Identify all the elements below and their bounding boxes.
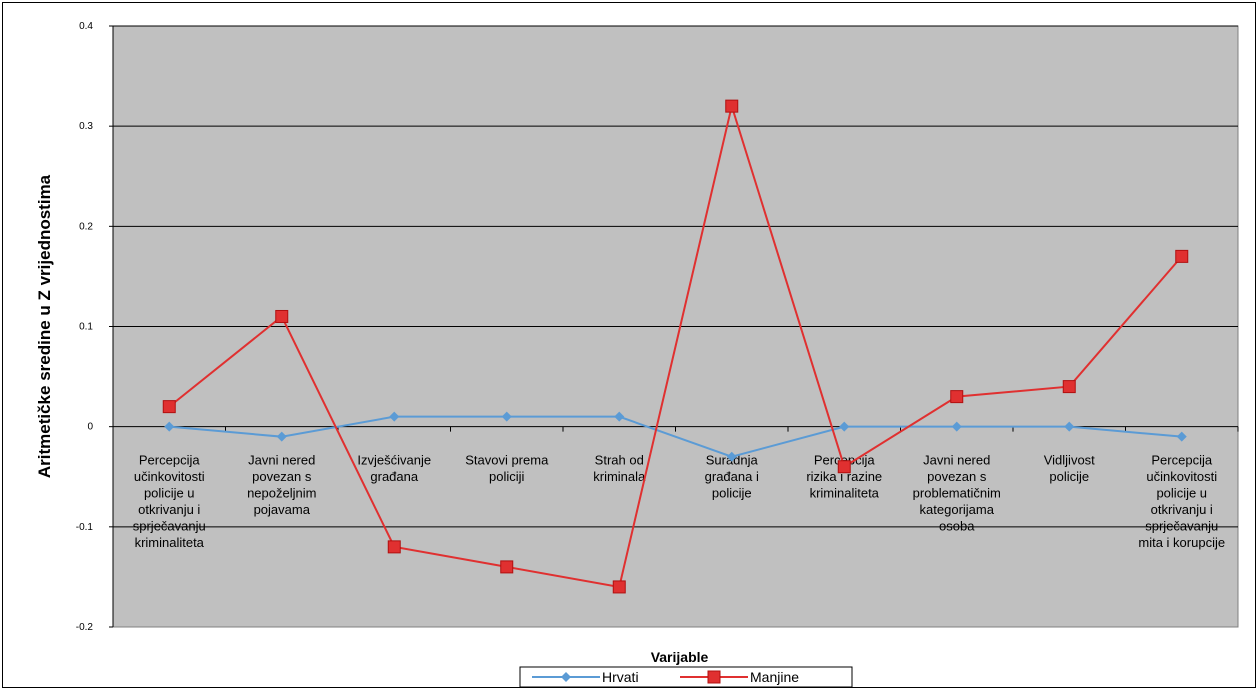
data-point-manjine	[1175, 249, 1189, 263]
y-tick-label: 0	[87, 422, 93, 433]
y-tick-label: -0.2	[76, 622, 94, 633]
y-tick-label: 0.4	[79, 21, 93, 32]
data-point-hrvati	[389, 411, 400, 422]
x-axis-title: Varijable	[651, 649, 709, 665]
x-category-label: Vidljivost policije	[1044, 453, 1095, 485]
series-line-manjine	[168, 102, 1183, 589]
series-line-hrvati	[169, 415, 1182, 458]
y-tick-label: 0.2	[79, 221, 93, 232]
data-point-hrvati	[839, 421, 850, 432]
series-lines	[168, 102, 1183, 589]
data-point-hrvati	[501, 411, 512, 422]
series-markers	[162, 99, 1189, 594]
x-category-label: Percepcija učinkovitosti policije u otkriva…	[1138, 453, 1225, 550]
data-point-manjine	[837, 460, 851, 474]
x-category-label: Javni nered povezan s nepoželjnim pojavama	[247, 453, 316, 517]
data-point-manjine	[612, 580, 626, 594]
y-tick-label: 0.1	[79, 322, 93, 333]
data-point-manjine	[1062, 380, 1076, 394]
y-tick-label: -0.1	[76, 522, 94, 533]
legend: Hrvati Manjine	[519, 666, 853, 688]
legend-marker	[707, 670, 721, 684]
x-category-label: Percepcija učinkovitosti policije u otkriva…	[133, 453, 206, 550]
data-point-manjine	[950, 390, 964, 404]
data-point-hrvati	[1064, 421, 1075, 432]
x-category-label: Strah od kriminala	[593, 453, 646, 485]
data-point-hrvati	[164, 421, 175, 432]
legend-marker	[561, 672, 571, 682]
data-point-hrvati	[614, 411, 625, 422]
data-point-hrvati	[951, 421, 962, 432]
x-category-label: Javni nered povezan s problematičnim katego…	[913, 453, 1001, 534]
x-category-label: Percepcija rizika i razine kriminaliteta	[806, 453, 882, 501]
x-axis-categories: Percepcija učinkovitosti policije u otkriva…	[112, 426, 1239, 550]
x-category-label: Stavovi prema policiji	[465, 453, 549, 485]
data-point-manjine	[500, 560, 514, 574]
y-axis-ticks: -0.2 -0.1 0 0.1 0.2 0.3 0.4	[76, 21, 114, 633]
data-point-manjine	[387, 540, 401, 554]
y-axis-title: Aritmetičke sredine u Z vrijednostima	[35, 174, 54, 478]
data-point-hrvati	[1176, 431, 1187, 442]
x-category-label: Izvješćivanje građana	[357, 453, 431, 485]
data-point-hrvati	[726, 451, 737, 462]
data-point-manjine	[725, 99, 739, 113]
y-tick-label: 0.3	[79, 121, 93, 132]
data-point-hrvati	[276, 431, 287, 442]
data-point-manjine	[275, 309, 289, 323]
legend-label-manjine: Manjine	[750, 669, 799, 685]
data-point-manjine	[162, 400, 176, 414]
legend-label-hrvati: Hrvati	[602, 669, 639, 685]
